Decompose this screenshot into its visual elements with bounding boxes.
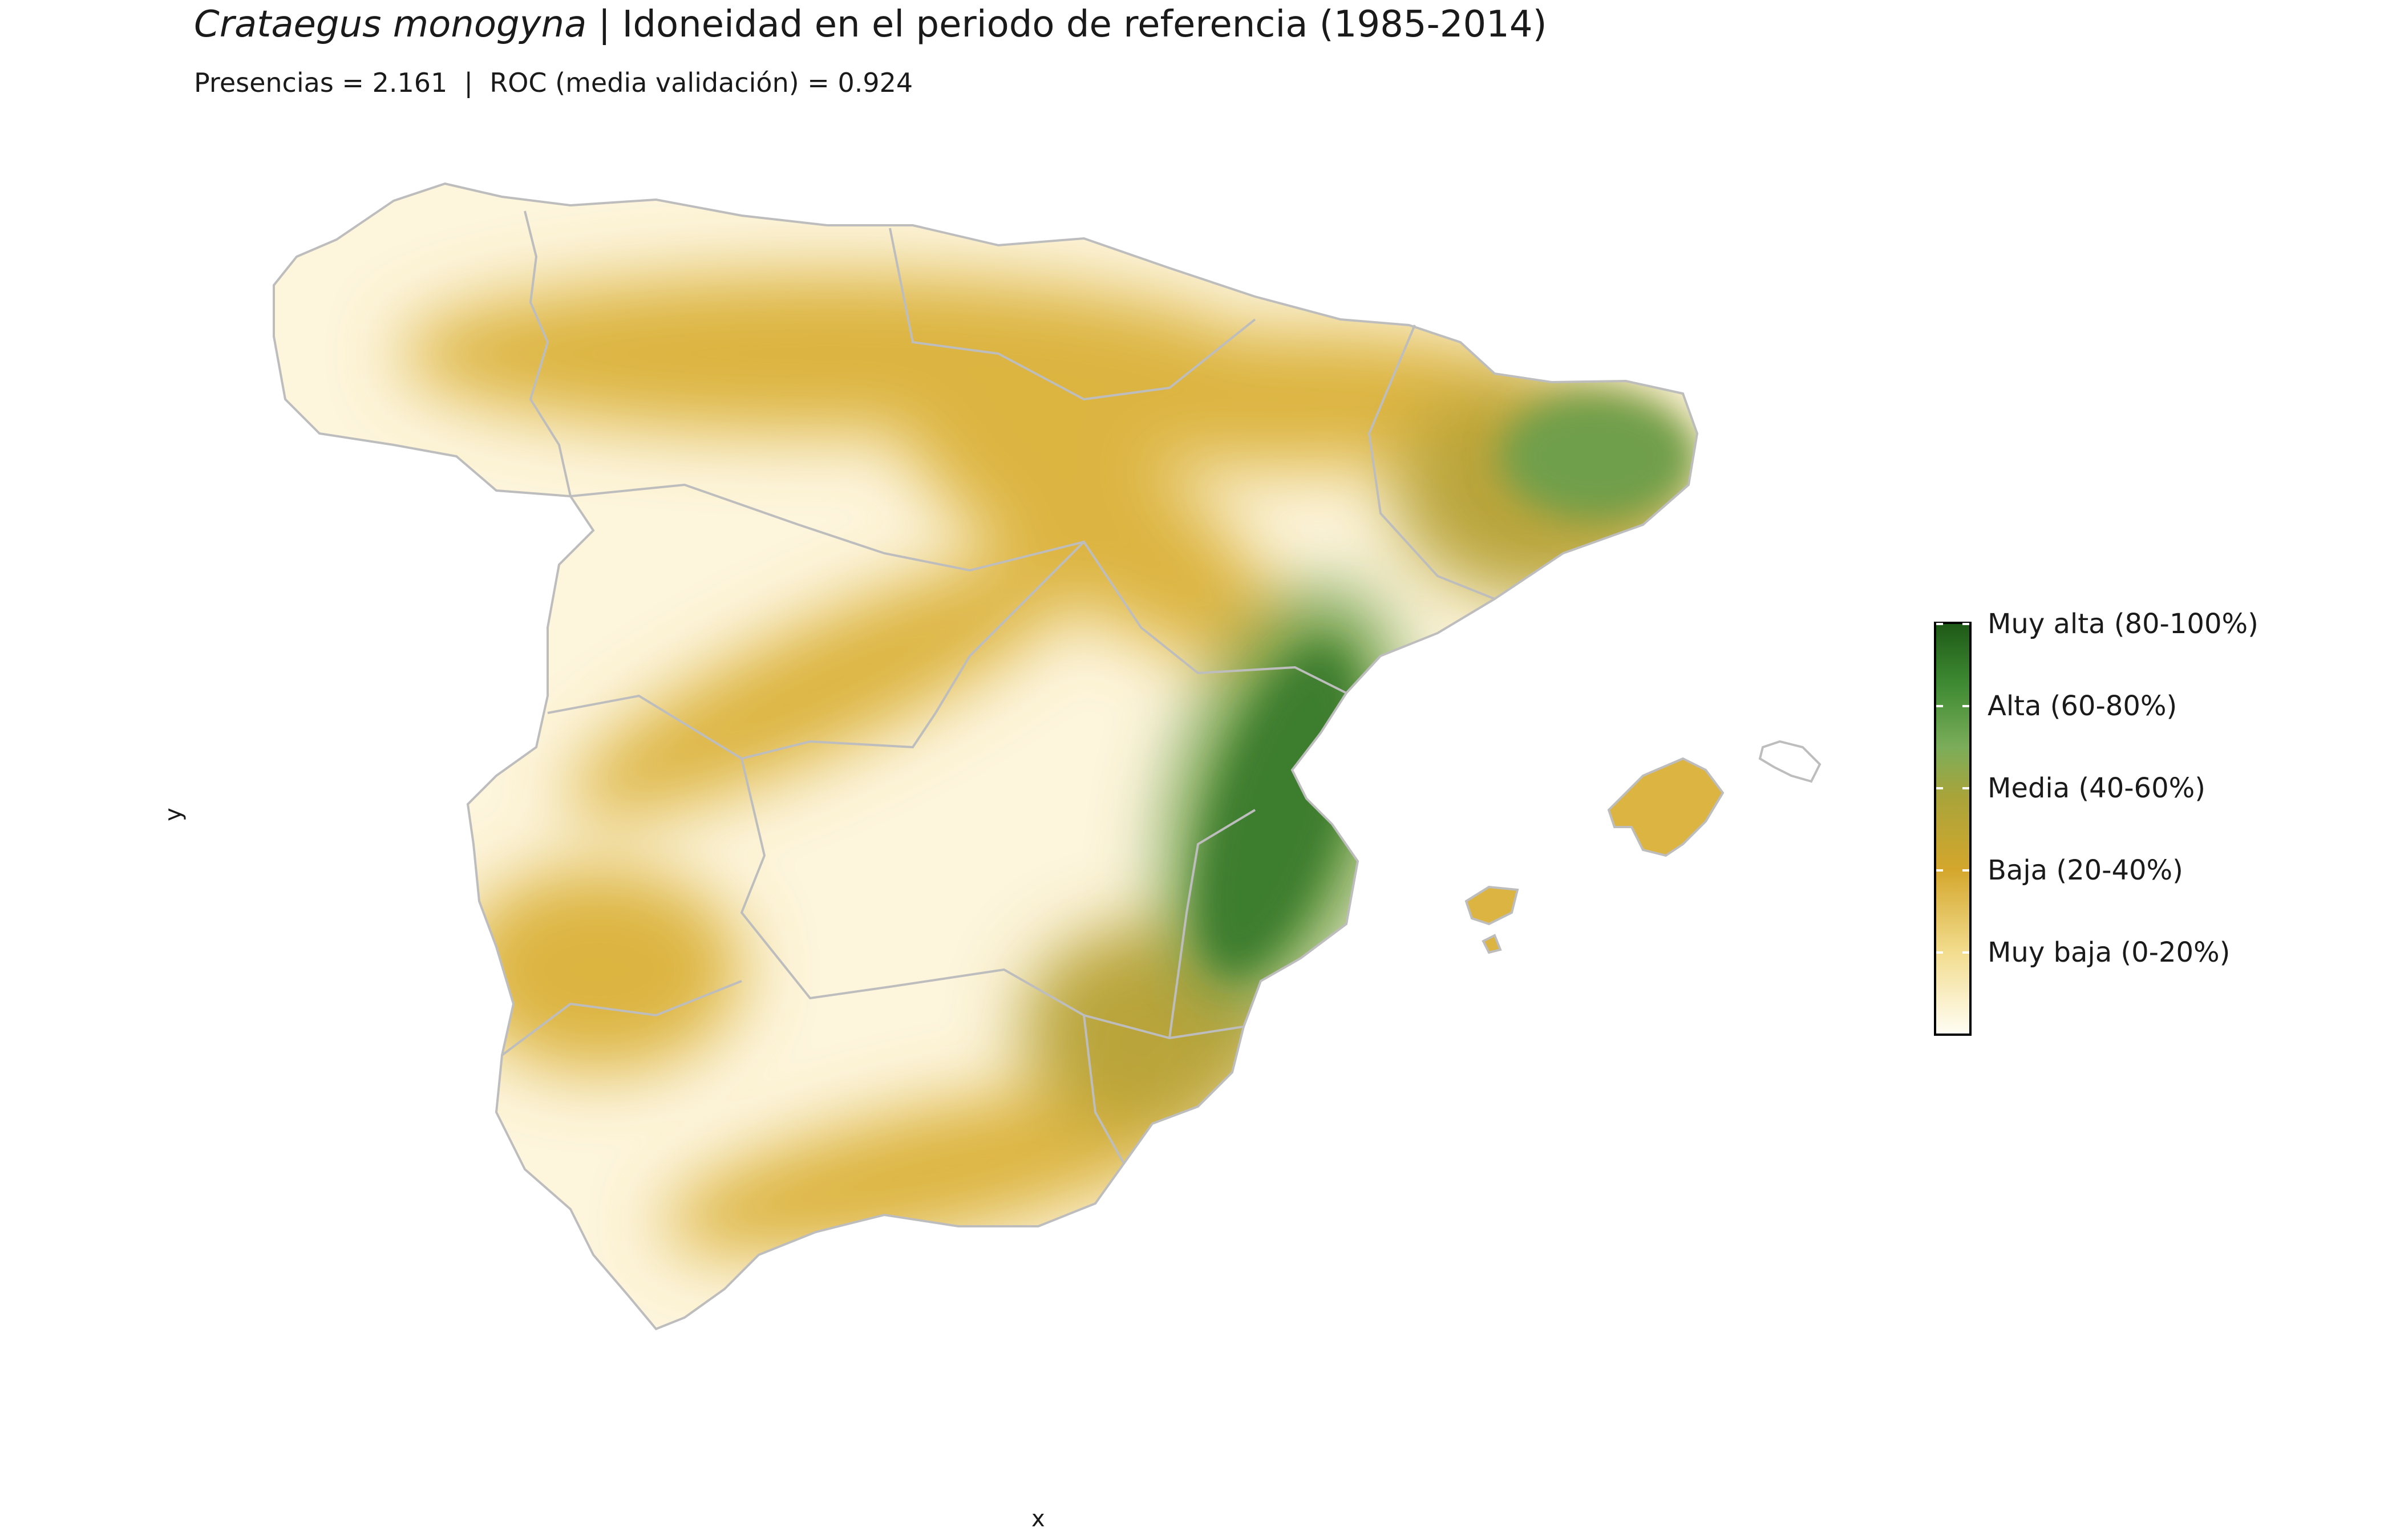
island-mallorca — [1607, 757, 1725, 857]
blob-west — [456, 867, 742, 1072]
x-axis-label: x — [1031, 1506, 1045, 1532]
region-border-6 — [934, 541, 1085, 714]
legend-colorbar — [1934, 622, 1972, 1036]
balearic-islands — [1464, 740, 1822, 954]
legend-label-media: Media (40-60%) — [1988, 772, 2205, 804]
blob-betic — [662, 1084, 1221, 1255]
map-subtitle: Presencias = 2.161 | ROC (media validaci… — [194, 67, 913, 98]
region-border-2 — [570, 483, 1347, 694]
region-border-9 — [501, 980, 742, 1056]
high-suitability-core — [1198, 394, 1694, 974]
region-border-4 — [1367, 325, 1495, 600]
spain-outline — [273, 182, 1699, 1331]
region-borders — [273, 182, 1699, 1331]
legend-label-baja: Baja (20-40%) — [1988, 854, 2183, 886]
island-menorca — [1758, 740, 1822, 783]
map-title: Crataegus monogyna | Idoneidad en el per… — [194, 3, 1547, 46]
region-border-10 — [1083, 1015, 1125, 1164]
island-ibiza — [1464, 885, 1519, 926]
legend-label-alta: Alta (60-80%) — [1988, 690, 2178, 722]
legend-label-muy-alta: Muy alta (80-100%) — [1988, 608, 2259, 640]
title-text: | Idoneidad en el periodo de referencia … — [586, 3, 1547, 46]
region-border-8 — [1168, 809, 1256, 1039]
y-axis-label: y — [160, 808, 187, 821]
species-name: Crataegus monogyna — [194, 3, 587, 46]
core-catalonia — [1500, 394, 1694, 519]
blob-iberian — [891, 367, 1277, 660]
region-border-1 — [524, 210, 572, 497]
region-border-3 — [889, 228, 1256, 401]
legend-label-muy-baja: Muy baja (0-20%) — [1988, 937, 2231, 968]
blob-central — [567, 551, 1087, 818]
island-formentera — [1482, 934, 1502, 954]
core-valencia — [1198, 646, 1358, 974]
region-border-7 — [740, 758, 1244, 1040]
region-border-5 — [547, 694, 937, 760]
